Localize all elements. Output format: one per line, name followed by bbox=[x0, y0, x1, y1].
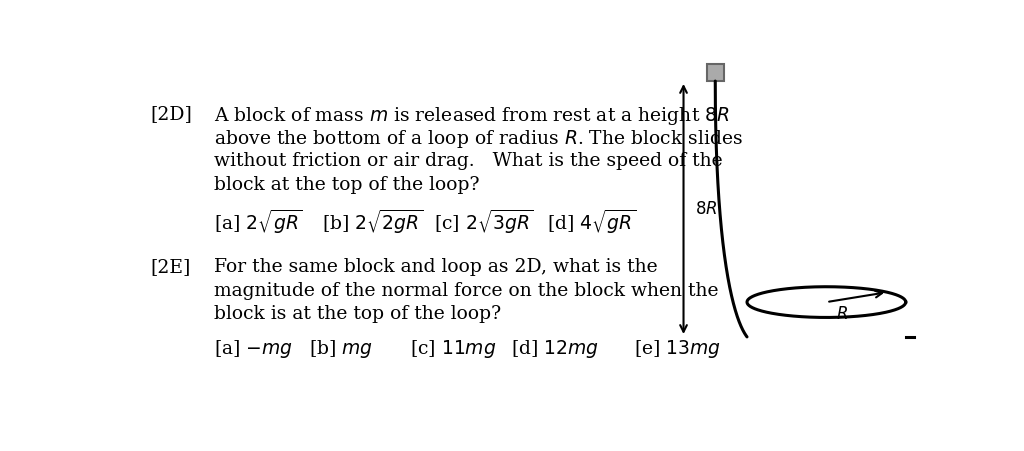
Text: [d] $4\sqrt{gR}$: [d] $4\sqrt{gR}$ bbox=[547, 207, 636, 236]
Bar bbox=[707, 64, 724, 82]
Text: [c] $11mg$: [c] $11mg$ bbox=[410, 337, 496, 359]
Text: magnitude of the normal force on the block when the: magnitude of the normal force on the blo… bbox=[214, 281, 718, 299]
Text: [b] $2\sqrt{2gR}$: [b] $2\sqrt{2gR}$ bbox=[323, 207, 424, 236]
Text: [2D]: [2D] bbox=[151, 105, 193, 122]
Text: [b] $mg$: [b] $mg$ bbox=[309, 337, 373, 359]
Text: [d] $12mg$: [d] $12mg$ bbox=[511, 337, 599, 359]
Text: For the same block and loop as 2D, what is the: For the same block and loop as 2D, what … bbox=[214, 257, 657, 275]
Text: $R$: $R$ bbox=[836, 305, 848, 322]
Text: [a] $2\sqrt{gR}$: [a] $2\sqrt{gR}$ bbox=[214, 207, 302, 236]
Text: $8R$: $8R$ bbox=[695, 201, 718, 218]
Text: block at the top of the loop?: block at the top of the loop? bbox=[214, 175, 479, 193]
Text: [a] $-mg$: [a] $-mg$ bbox=[214, 337, 293, 359]
Text: above the bottom of a loop of radius $R$. The block slides: above the bottom of a loop of radius $R$… bbox=[214, 128, 742, 150]
Text: [c] $2\sqrt{3gR}$: [c] $2\sqrt{3gR}$ bbox=[433, 207, 534, 236]
Text: [e] $13mg$: [e] $13mg$ bbox=[634, 337, 721, 359]
Text: block is at the top of the loop?: block is at the top of the loop? bbox=[214, 304, 501, 322]
Text: A block of mass $m$ is released from rest at a height $8R$: A block of mass $m$ is released from res… bbox=[214, 105, 729, 126]
Text: without friction or air drag.   What is the speed of the: without friction or air drag. What is th… bbox=[214, 152, 722, 170]
Text: [2E]: [2E] bbox=[151, 257, 190, 275]
